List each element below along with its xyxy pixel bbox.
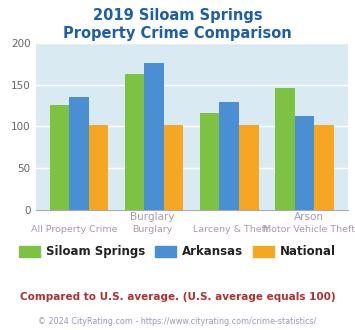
- Text: All Property Crime: All Property Crime: [31, 225, 118, 234]
- Bar: [239, 125, 258, 210]
- Text: Burglary: Burglary: [132, 225, 173, 234]
- Bar: [144, 63, 164, 210]
- Bar: [50, 105, 69, 210]
- Text: Property Crime Comparison: Property Crime Comparison: [63, 26, 292, 41]
- Text: Burglary: Burglary: [130, 212, 175, 222]
- Bar: [164, 125, 184, 210]
- Legend: Siloam Springs, Arkansas, National: Siloam Springs, Arkansas, National: [15, 241, 340, 263]
- Text: Motor Vehicle Theft: Motor Vehicle Theft: [263, 225, 355, 234]
- Bar: [125, 74, 144, 210]
- Text: © 2024 CityRating.com - https://www.cityrating.com/crime-statistics/: © 2024 CityRating.com - https://www.city…: [38, 317, 317, 326]
- Bar: [314, 125, 334, 210]
- Text: Arson: Arson: [294, 212, 324, 222]
- Bar: [89, 125, 108, 210]
- Bar: [69, 97, 89, 210]
- Text: Larceny & Theft: Larceny & Theft: [193, 225, 269, 234]
- Bar: [295, 116, 314, 210]
- Bar: [200, 113, 219, 210]
- Text: Compared to U.S. average. (U.S. average equals 100): Compared to U.S. average. (U.S. average …: [20, 292, 335, 302]
- Bar: [275, 88, 295, 210]
- Text: 2019 Siloam Springs: 2019 Siloam Springs: [93, 8, 262, 23]
- Bar: [219, 102, 239, 210]
